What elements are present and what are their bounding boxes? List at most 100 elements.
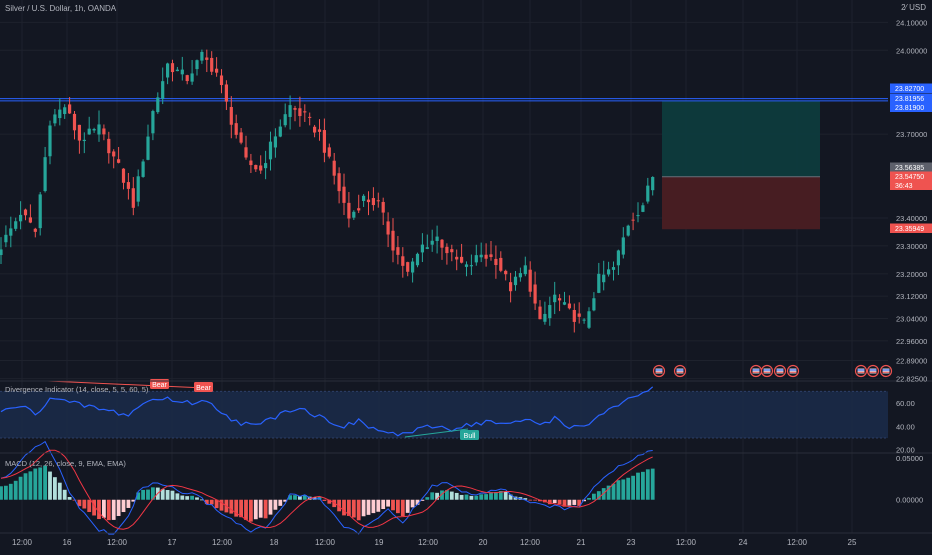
event-flag-icon[interactable] [866,364,880,378]
macd-bar [386,499,390,507]
candle-body [82,139,86,142]
macd-title[interactable]: MACD (12, 26, close, 9, EMA, EMA) [5,459,126,468]
event-flag-icon[interactable] [773,364,787,378]
macd-bar [77,499,82,507]
candle-body [357,208,361,211]
candle-body [175,69,179,72]
candle-body [509,282,513,292]
macd-bar [361,499,366,517]
rsi-band [0,391,888,438]
macd-bar [508,494,513,500]
price-tick-label: 23.40000 [896,214,927,223]
event-flag-icon[interactable] [749,364,763,378]
candle-body [528,269,532,292]
macd-bar [557,499,562,505]
macd-bar [288,495,292,500]
macd-bar [626,477,631,500]
time-tick-label: 19 [375,538,384,547]
macd-bar [258,499,263,518]
resistance-lines[interactable] [0,98,888,102]
macd-bar [136,492,141,500]
macd-bar [92,499,96,516]
event-flag-icon[interactable] [673,364,687,378]
candle-body [445,246,449,254]
macd-bar [72,499,77,501]
macd-bar [239,499,243,518]
signal-line [0,449,653,530]
macd-bar [552,499,557,504]
rsi-tick-label: 40.00 [896,422,915,431]
macd-bar [170,490,175,500]
macd-bar [253,499,258,520]
macd-bar [126,499,131,508]
event-flag-icon[interactable] [879,364,893,378]
macd-bar [312,497,317,500]
macd-bar [214,499,219,509]
macd-bar [606,485,611,500]
macd-bar [371,499,376,514]
macd-bar [650,468,655,500]
macd-bar [244,499,248,520]
candle-body [53,114,57,124]
price-axis[interactable]: 24.10000 24.00000 23.70000 23.40000 23.30000… [896,18,927,383]
pane-dividers[interactable] [0,380,932,534]
candle-body [244,147,248,158]
candle-body [641,205,645,212]
event-flag-fill [857,368,865,374]
macd-bar [175,493,180,500]
candle-body [14,221,18,229]
event-flag-fill [869,368,877,374]
candle-body [646,185,650,202]
price-tag-bg [890,223,932,233]
macd-bar [469,495,474,500]
time-axis[interactable]: 12:00 16 12:00 17 12:00 18 12:00 19 12:00 20 12:00… [12,538,857,547]
macd-bar [67,497,72,500]
economic-events[interactable] [652,364,893,378]
candle-body [239,132,243,143]
position-tool[interactable] [662,100,820,230]
symbol-title[interactable]: Silver / U.S. Dollar, 1h, OANDA [5,4,117,13]
candle-body [504,270,508,275]
candle-body [72,113,77,131]
macd-panel [0,440,655,535]
macd-bar [596,491,601,500]
candle-body [411,261,415,273]
macd-bar [405,499,410,513]
candle-body [107,138,111,154]
rsi-tick-label: 60.00 [896,399,915,408]
macd-bar [18,476,23,500]
time-tick-label: 18 [270,538,279,547]
currency-corner[interactable]: 2⁄ USD [901,3,926,12]
time-tick-label: 25 [848,538,857,547]
price-tag-bg [890,162,932,172]
candle-body [651,177,655,191]
macd-bar [4,485,8,500]
candle-body [577,313,581,317]
candle-body [121,168,126,183]
macd-bar [28,471,33,500]
event-flag-icon[interactable] [760,364,774,378]
stop-zone [662,176,820,230]
candle-body [553,294,557,303]
event-flag-icon[interactable] [854,364,868,378]
macd-bar [621,479,626,500]
event-flag-icon[interactable] [786,364,800,378]
time-tick-label: 12:00 [315,538,336,547]
candle-body [597,273,601,293]
macd-bar [87,499,92,513]
candle-body [489,254,493,257]
macd-bar [151,487,155,500]
macd-tick-label: 0.00000 [896,496,923,505]
candle-body [611,267,616,270]
macd-bar [381,499,386,510]
candle-body [288,105,292,117]
time-tick-label: 12:00 [418,538,439,547]
price-tick-label: 24.10000 [896,18,927,27]
candle-body [376,200,380,202]
event-flag-icon[interactable] [652,364,666,378]
candle-body [229,107,233,125]
macd-bar [631,475,635,500]
divergence-title[interactable]: Divergence Indicator (14, close, 5, 5, 6… [5,385,149,394]
